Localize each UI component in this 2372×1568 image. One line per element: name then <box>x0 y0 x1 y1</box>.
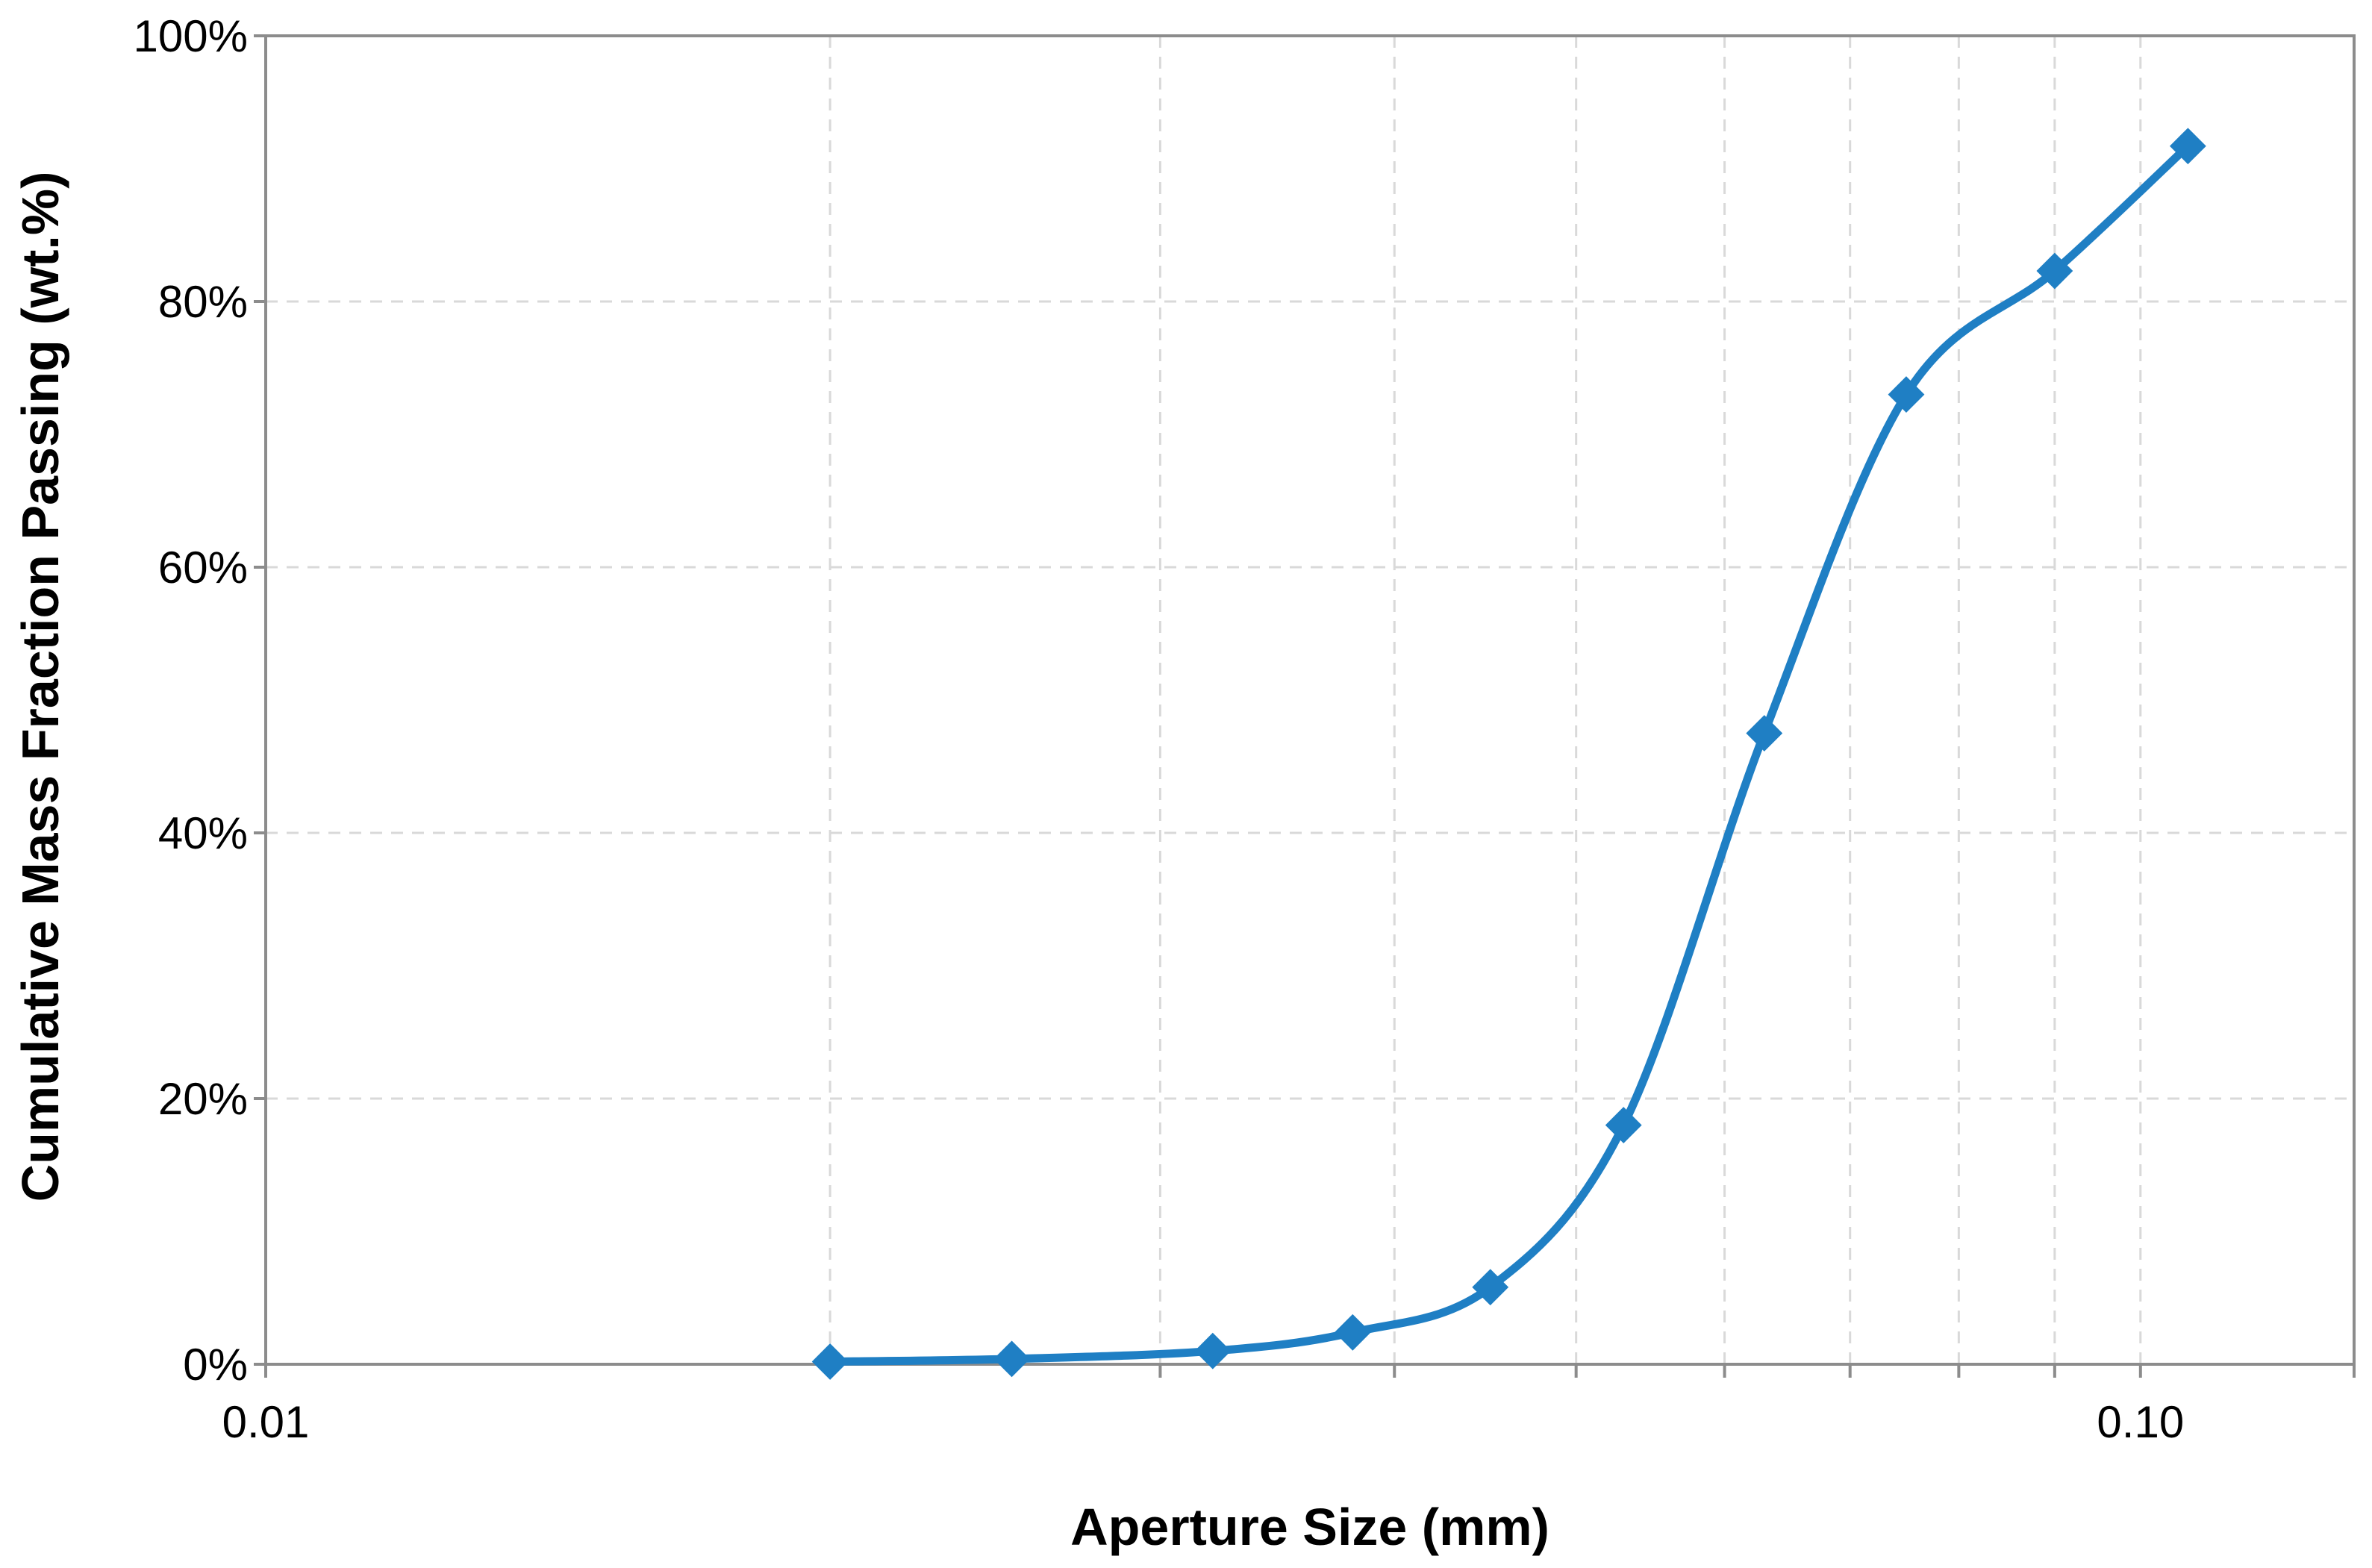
data-point-marker <box>2169 128 2206 165</box>
data-point-marker <box>1334 1314 1371 1351</box>
x-axis-title: Aperture Size (mm) <box>1070 1498 1549 1556</box>
y-tick-label: 80% <box>158 277 248 327</box>
data-point-marker <box>1472 1269 1509 1306</box>
y-tick-label: 0% <box>183 1340 248 1390</box>
y-axis-title: Cumulative Mass Fraction Passing (wt.%) <box>11 172 69 1202</box>
axes <box>254 34 2356 1378</box>
gridlines <box>266 36 2354 1364</box>
plot-area-border <box>264 34 2356 1366</box>
data-point-marker <box>1605 1107 1642 1144</box>
data-point-marker <box>811 1343 849 1380</box>
x-tick-label: 0.10 <box>2097 1397 2184 1447</box>
y-tick-label: 100% <box>134 11 248 61</box>
x-tick-label: 0.01 <box>222 1397 310 1447</box>
y-tick-label: 20% <box>158 1074 248 1124</box>
y-tick-label: 40% <box>158 808 248 858</box>
series-layer <box>811 128 2206 1380</box>
data-point-marker <box>2036 252 2073 290</box>
tick-labels: 0% 20% 40% 60% 80% 100% 0.01 0.10 <box>134 11 2185 1447</box>
data-point-marker <box>1888 376 1925 413</box>
data-point-marker <box>1746 715 1783 752</box>
series-line <box>825 142 2192 1366</box>
data-point-marker <box>993 1340 1030 1378</box>
y-tick-label: 60% <box>158 543 248 593</box>
data-point-marker <box>1194 1332 1232 1369</box>
